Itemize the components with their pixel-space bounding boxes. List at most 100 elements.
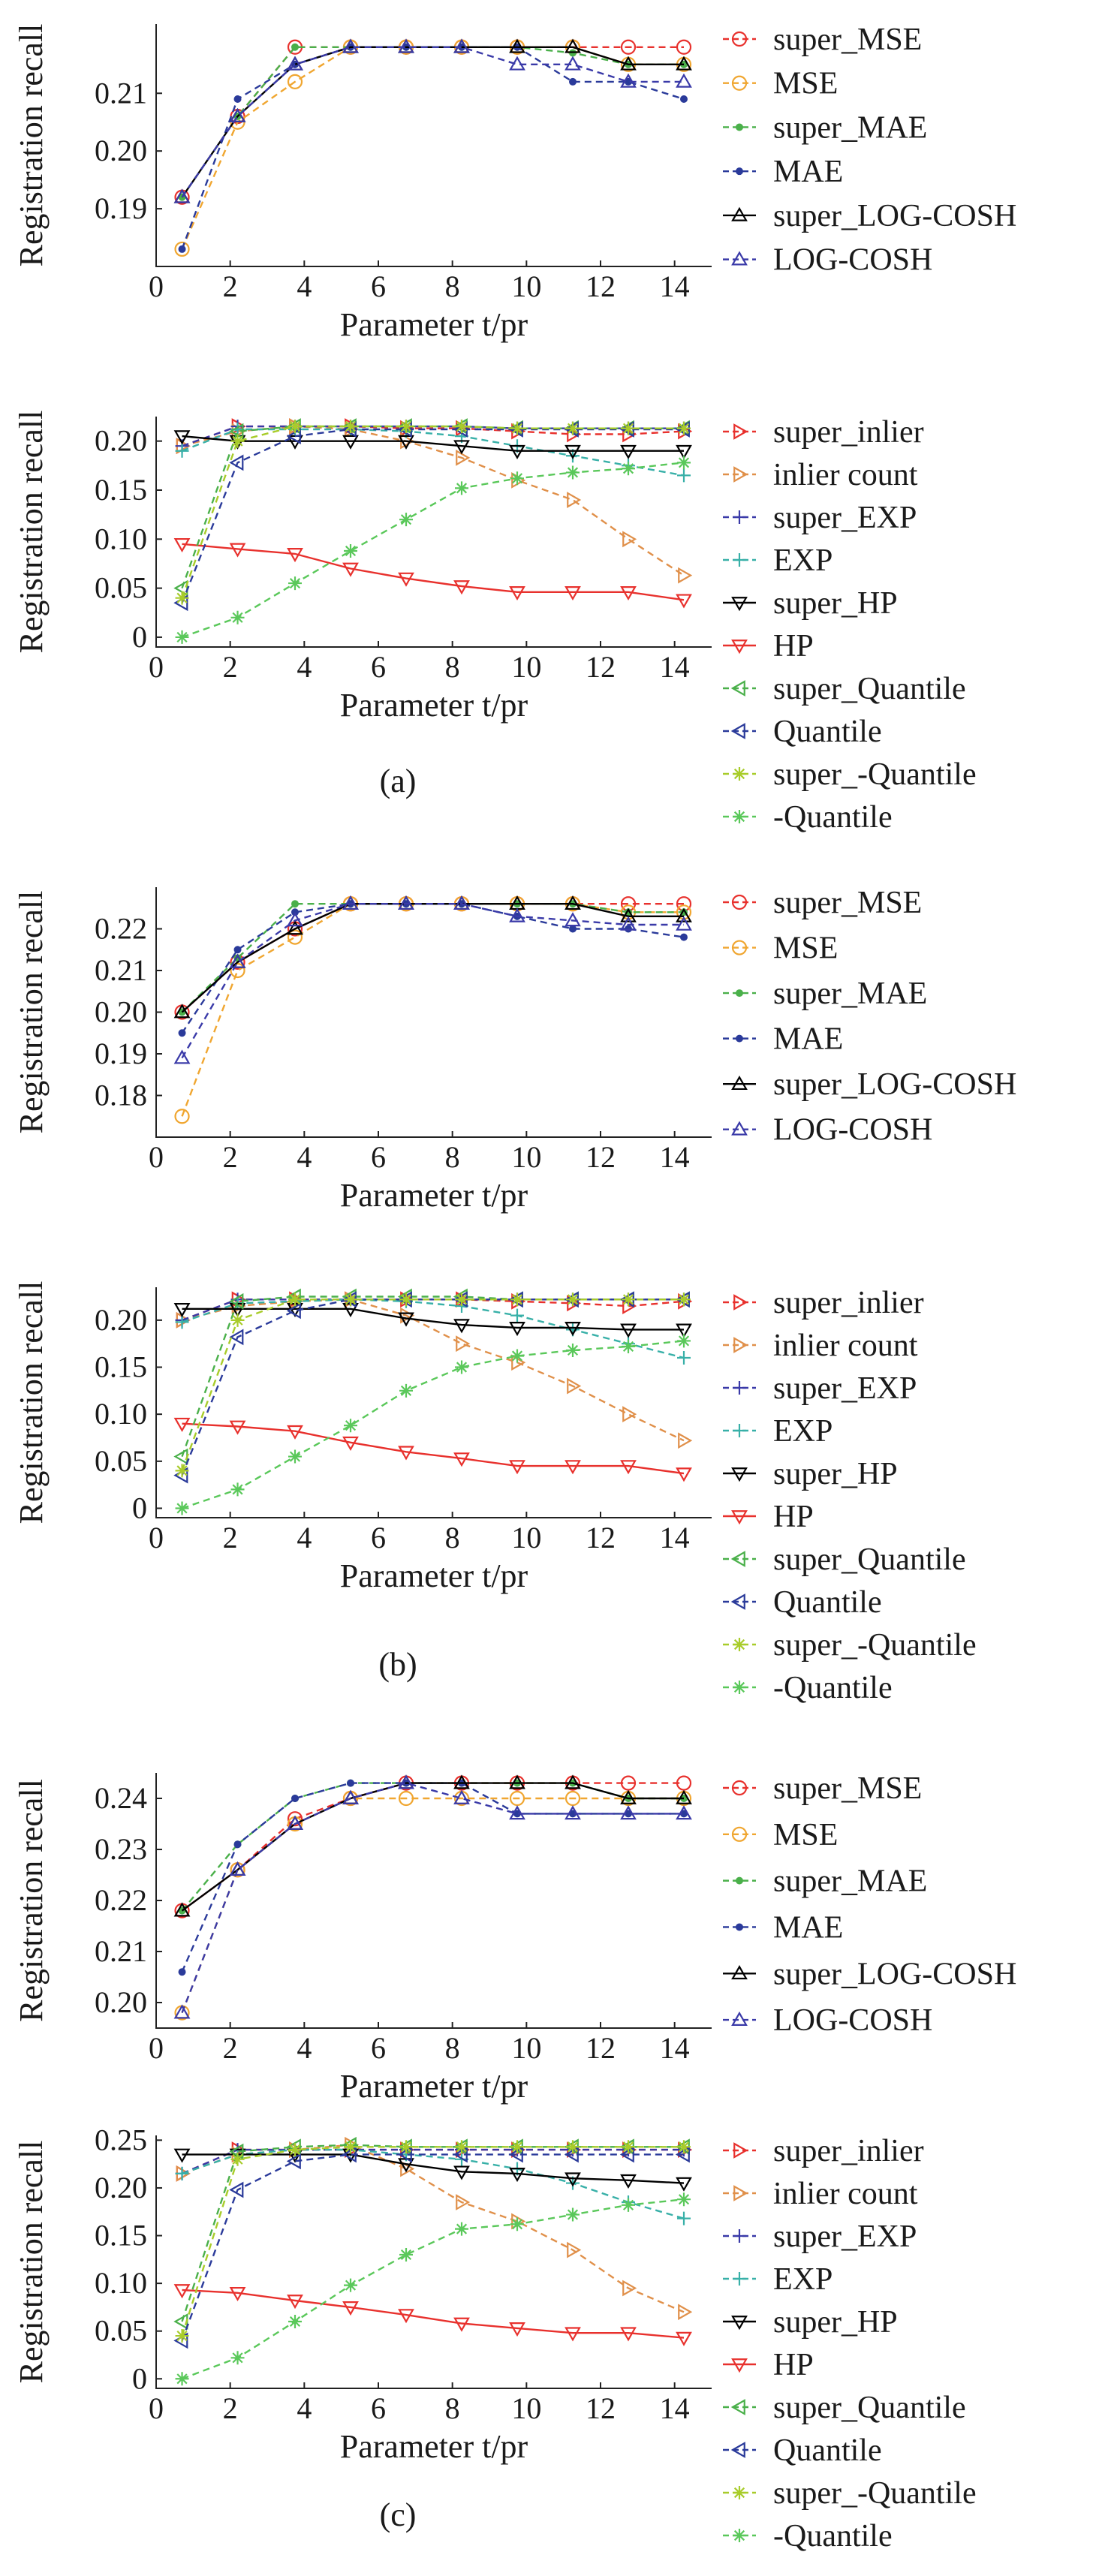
data-point: [509, 907, 525, 922]
data-point: [620, 1323, 637, 1338]
data-point: [622, 421, 635, 435]
y-tick-label: 0.20: [95, 2171, 147, 2204]
data-point: [173, 579, 188, 597]
series-line: [182, 2148, 684, 2175]
series-line: [181, 46, 684, 198]
x-tick-label: 4: [297, 269, 312, 303]
x-tick-label: 0: [149, 269, 164, 303]
data-point: [620, 56, 637, 71]
data-point: [344, 543, 357, 558]
data-point: [287, 912, 303, 927]
legend-label: super_MAE: [773, 1864, 927, 1899]
legend-label: super_inlier: [773, 2134, 924, 2168]
legend-label: super_MSE: [773, 23, 922, 57]
data-point: [173, 2004, 191, 2019]
series-line: [181, 1797, 684, 2014]
legend-marker: [731, 940, 748, 955]
data-point: [173, 1448, 188, 1465]
data-point: [229, 423, 244, 440]
legend-label: -Quantile: [773, 800, 893, 835]
x-tick-label: 8: [445, 269, 460, 303]
data-point: [564, 421, 579, 438]
series-line: [181, 2144, 684, 2322]
data-point: [173, 188, 191, 203]
legend-label: super_EXP: [773, 2219, 917, 2254]
data-point: [677, 2211, 691, 2225]
legend-label: super_LOG-COSH: [773, 199, 1016, 233]
data-point: [509, 1805, 525, 1820]
series-super_Quantile: [173, 418, 690, 597]
data-point: [453, 38, 470, 53]
data-point: [566, 1293, 580, 1307]
data-point: [288, 576, 302, 591]
legend-marker: [733, 2272, 746, 2286]
series-super_MAE: [178, 900, 688, 1016]
y-tick-label: 0.22: [95, 912, 147, 946]
x-axis-label: Parameter t/pr: [340, 306, 528, 343]
y-tick-label: 0: [132, 1491, 147, 1524]
data-point: [173, 2284, 191, 2299]
legend-label: super_-Quantile: [773, 2476, 977, 2511]
legend-marker: [736, 989, 743, 998]
data-point: [622, 426, 637, 443]
data-point: [229, 1293, 244, 1310]
legend-label: super_MSE: [773, 886, 922, 920]
legend-marker: [733, 1381, 746, 1395]
series-super_-Quantile: [175, 1293, 691, 1478]
data-point: [173, 1004, 191, 1019]
series-line: [181, 1782, 684, 2014]
series-super_-Quantile: [175, 420, 691, 605]
legend-label: Quantile: [773, 1585, 882, 1620]
x-tick-label: 2: [223, 2031, 238, 2065]
data-point: [288, 2143, 302, 2157]
legend-label: super_EXP: [773, 501, 917, 535]
legend-label: EXP: [773, 543, 833, 578]
data-point: [620, 585, 637, 601]
x-tick-label: 10: [511, 2031, 541, 2065]
series-line: [182, 1299, 684, 1322]
series-super_HP: [173, 1302, 692, 1338]
series-line: [181, 902, 684, 1013]
y-tick-label: 0.21: [95, 953, 147, 987]
data-point: [178, 245, 186, 253]
series-line: [181, 46, 684, 250]
x-tick-label: 8: [445, 650, 460, 684]
legend-label: Quantile: [773, 2433, 882, 2468]
data-point: [453, 1789, 470, 1804]
series-line: [182, 1340, 685, 1509]
data-point: [398, 1774, 414, 1789]
data-point: [565, 1460, 581, 1475]
data-point: [455, 481, 468, 495]
y-tick-label: 0.15: [95, 1350, 147, 1384]
data-point: [620, 73, 637, 88]
x-tick-label: 6: [371, 1140, 386, 1174]
series-line: [181, 1296, 684, 1458]
x-tick-label: 6: [371, 2391, 386, 2425]
x-tick-label: 4: [297, 650, 312, 684]
x-tick-label: 2: [223, 2391, 238, 2425]
data-point: [676, 444, 692, 459]
legend-marker: [736, 123, 743, 131]
data-point: [620, 2174, 637, 2189]
chart-c-top: 0 2 4 6 8 10 12 14 0.20 0.21 0.22 0.23 0.24 Parameter…: [13, 1771, 1016, 2105]
data-point: [566, 465, 580, 480]
legend-marker: [733, 810, 746, 823]
data-point: [173, 2313, 188, 2330]
series-EXP: [175, 422, 691, 483]
data-point: [680, 933, 688, 941]
data-point: [676, 39, 692, 55]
data-point: [342, 562, 359, 577]
data-point: [233, 946, 242, 954]
data-point: [173, 1902, 191, 1917]
series-line: [182, 1422, 685, 1475]
legend-label: super_LOG-COSH: [773, 1957, 1016, 1991]
legend-marker: [733, 767, 746, 781]
data-point: [509, 444, 525, 459]
data-point: [453, 2146, 468, 2163]
y-tick-label: 0.15: [95, 473, 147, 507]
data-point: [230, 2351, 245, 2365]
data-point: [399, 420, 413, 434]
series-line: [182, 543, 685, 601]
x-tick-label: 14: [660, 1140, 690, 1174]
x-tick-label: 4: [297, 2391, 312, 2425]
